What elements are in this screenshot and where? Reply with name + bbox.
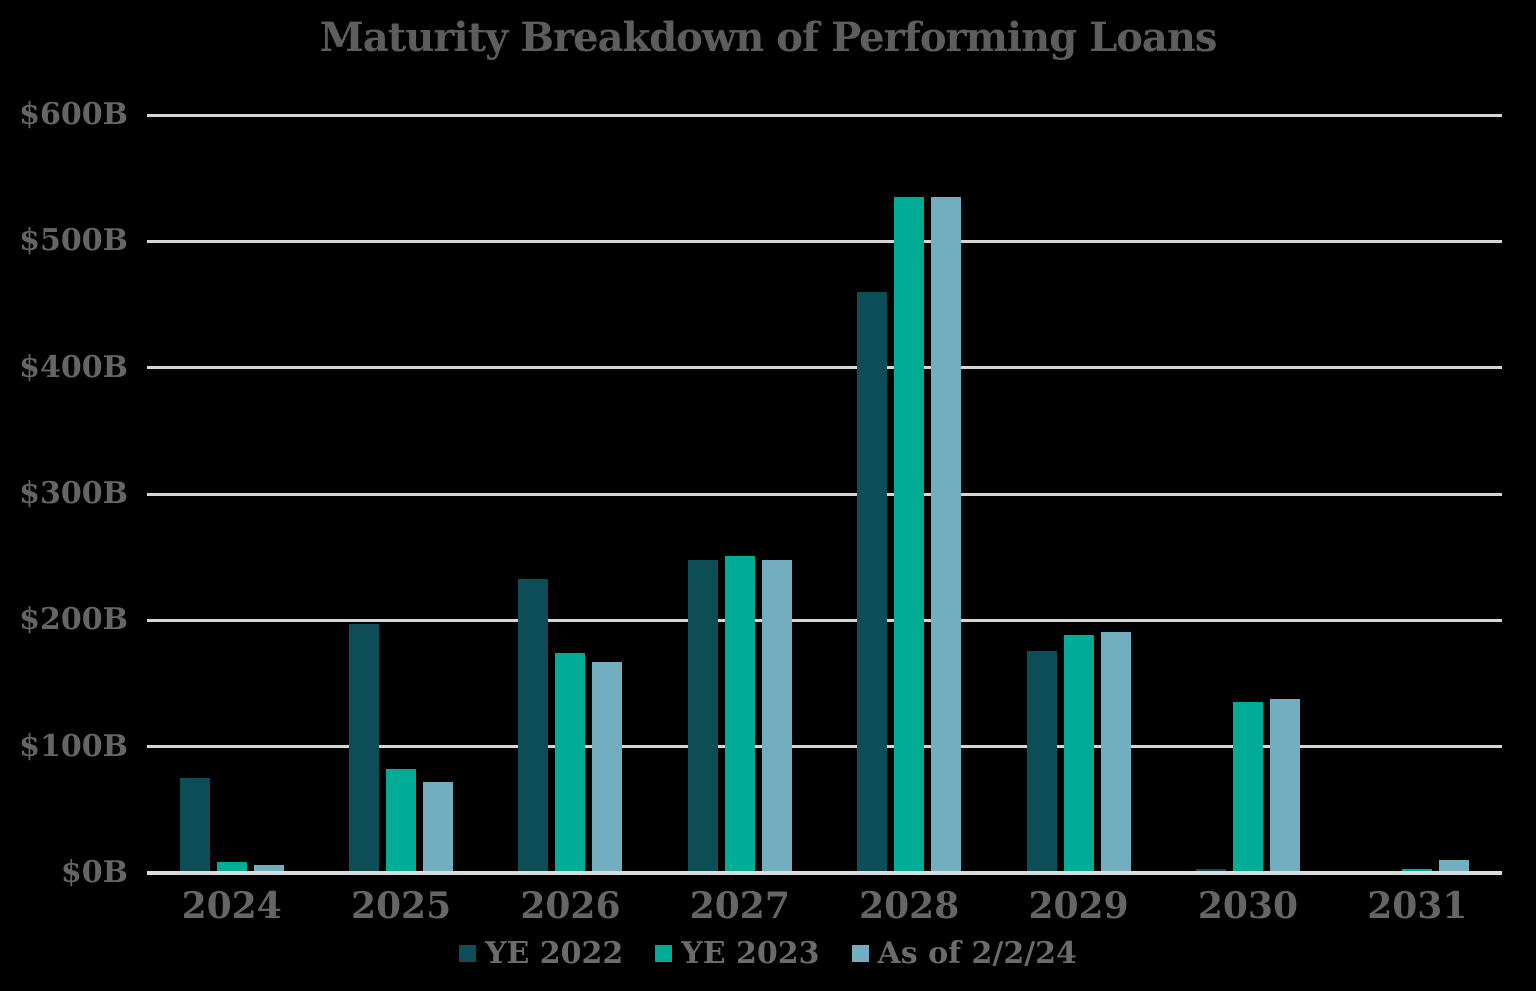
legend-swatch-icon bbox=[851, 945, 869, 962]
y-tick-label: $500B bbox=[19, 223, 128, 259]
bar bbox=[1100, 631, 1131, 873]
legend-label: YE 2022 bbox=[485, 936, 624, 971]
bar bbox=[687, 559, 718, 873]
y-tick-label: $0B bbox=[60, 855, 128, 890]
bar bbox=[894, 197, 925, 873]
plot-area bbox=[147, 113, 1502, 875]
chart-title: Maturity Breakdown of Performing Loans bbox=[319, 14, 1218, 61]
gridline bbox=[147, 113, 1502, 117]
x-tick-label: 2031 bbox=[1367, 885, 1468, 927]
x-tick-label: 2027 bbox=[689, 885, 790, 927]
bar bbox=[1063, 635, 1094, 873]
y-tick-label: $600B bbox=[19, 97, 128, 132]
bar bbox=[857, 291, 888, 873]
y-tick-label: $200B bbox=[19, 602, 128, 638]
bar bbox=[179, 778, 210, 873]
bar bbox=[1439, 860, 1470, 873]
bar bbox=[386, 769, 417, 873]
bar bbox=[216, 861, 247, 873]
y-tick-label: $300B bbox=[19, 476, 128, 511]
legend: YE 2022 YE 2023 As of 2/2/24 bbox=[0, 936, 1536, 971]
legend-swatch-icon bbox=[655, 945, 673, 962]
bar bbox=[931, 197, 962, 873]
bar bbox=[349, 624, 380, 873]
y-tick-label: $400B bbox=[19, 349, 128, 385]
bar bbox=[555, 653, 586, 873]
x-tick-label: 2024 bbox=[181, 885, 282, 927]
bar bbox=[1269, 698, 1300, 873]
bar bbox=[761, 559, 792, 873]
legend-item: YE 2023 bbox=[655, 936, 820, 971]
bar bbox=[518, 578, 549, 873]
x-tick-label: 2025 bbox=[350, 885, 452, 927]
x-tick-label: 2029 bbox=[1028, 885, 1129, 927]
legend-label: As of 2/2/24 bbox=[877, 936, 1077, 971]
gridline bbox=[147, 492, 1502, 496]
bar bbox=[592, 662, 623, 873]
legend-item: As of 2/2/24 bbox=[851, 936, 1077, 971]
bar bbox=[423, 782, 454, 873]
bar bbox=[1232, 702, 1263, 873]
gridline bbox=[147, 239, 1502, 243]
legend-swatch-icon bbox=[459, 945, 477, 962]
x-tick-label: 2026 bbox=[520, 885, 621, 927]
y-tick-label: $100B bbox=[19, 728, 128, 764]
legend-label: YE 2023 bbox=[681, 936, 820, 971]
gridline bbox=[147, 618, 1502, 622]
gridline bbox=[147, 745, 1502, 749]
bar bbox=[724, 555, 755, 873]
legend-item: YE 2022 bbox=[459, 936, 623, 971]
x-tick-label: 2030 bbox=[1197, 885, 1299, 927]
bar bbox=[253, 865, 284, 873]
gridline bbox=[147, 366, 1502, 370]
x-tick-label: 2028 bbox=[859, 885, 960, 927]
bar bbox=[1026, 650, 1057, 873]
x-axis-baseline bbox=[147, 871, 1502, 875]
